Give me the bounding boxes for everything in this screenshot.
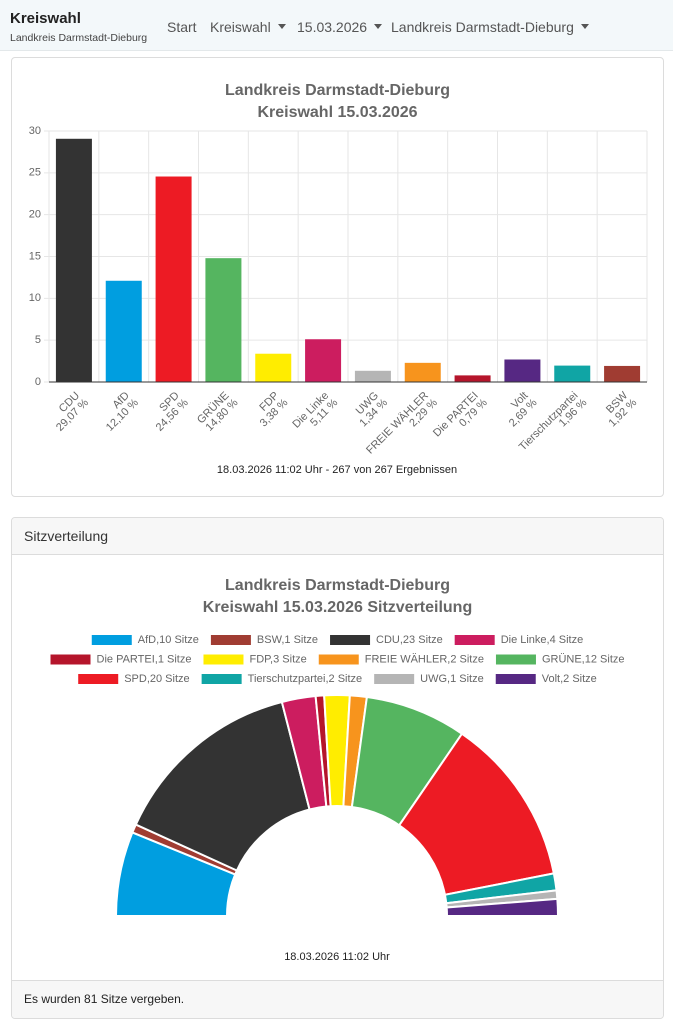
bar bbox=[105, 280, 142, 382]
chart-caption: 18.03.2026 11:02 Uhr - 267 von 267 Ergeb… bbox=[217, 464, 457, 476]
seat-card: Sitzverteilung Landkreis Darmstadt-Diebu… bbox=[11, 517, 664, 1019]
y-tick-label: 0 bbox=[35, 376, 41, 388]
legend-swatch bbox=[374, 674, 415, 684]
legend-label: FDP,3 Sitze bbox=[249, 653, 306, 665]
chart-caption: 18.03.2026 11:02 Uhr bbox=[284, 951, 390, 963]
bar bbox=[604, 365, 641, 382]
legend-swatch bbox=[201, 674, 242, 684]
seat-chart: Landkreis Darmstadt-Dieburg Kreiswahl 15.… bbox=[50, 577, 625, 963]
legend-label: FREIE WÄHLER,2 Sitze bbox=[365, 653, 484, 665]
brand[interactable]: Kreiswahl bbox=[10, 10, 81, 27]
legend-label: Volt,2 Sitze bbox=[542, 673, 597, 685]
legend-item: Tierschutzpartei,2 Sitze bbox=[201, 673, 363, 685]
bar bbox=[55, 138, 92, 382]
legend-label: AfD,10 Sitze bbox=[138, 634, 199, 646]
legend-swatch bbox=[50, 654, 91, 665]
nav-dropdown[interactable]: Kreiswahl bbox=[210, 19, 286, 35]
legend-label: CDU,23 Sitze bbox=[376, 634, 443, 646]
y-tick-label: 20 bbox=[29, 209, 41, 221]
legend-item: GRÜNE,12 Sitze bbox=[495, 653, 625, 665]
legend-swatch bbox=[78, 674, 119, 684]
bar-chart: Landkreis Darmstadt-Dieburg Kreiswahl 15.… bbox=[29, 82, 648, 476]
legend-label: SPD,20 Sitze bbox=[124, 673, 189, 685]
legend-swatch bbox=[330, 635, 371, 645]
legend-label: Die Linke,4 Sitze bbox=[501, 634, 584, 646]
chart-title: Kreiswahl 15.03.2026 bbox=[257, 104, 417, 121]
brand-sub: Landkreis Darmstadt-Dieburg bbox=[10, 32, 148, 44]
y-tick-label: 30 bbox=[29, 125, 41, 137]
navbar: Kreiswahl Landkreis Darmstadt-Dieburg St… bbox=[0, 0, 673, 51]
legend-item: AfD,10 Sitze bbox=[91, 634, 199, 646]
y-tick-label: 25 bbox=[29, 167, 41, 179]
legend-swatch bbox=[495, 674, 536, 684]
bar bbox=[454, 375, 491, 382]
legend-swatch bbox=[91, 635, 132, 645]
bar-card: Landkreis Darmstadt-Dieburg Kreiswahl 15.… bbox=[11, 57, 664, 497]
legend-label: Die PARTEI,1 Sitze bbox=[97, 653, 192, 665]
bar bbox=[504, 359, 541, 382]
card-footer: Es wurden 81 Sitze vergeben. bbox=[12, 980, 663, 1018]
y-tick-label: 5 bbox=[35, 334, 41, 346]
bar bbox=[554, 365, 591, 382]
y-tick-label: 10 bbox=[29, 292, 41, 304]
nav-link[interactable]: Start bbox=[167, 19, 197, 35]
slice bbox=[445, 897, 560, 917]
bar bbox=[255, 353, 292, 382]
legend-item: CDU,23 Sitze bbox=[330, 634, 443, 646]
legend-swatch bbox=[495, 654, 536, 665]
legend-label: BSW,1 Sitze bbox=[257, 634, 318, 646]
nav-dropdown[interactable]: 15.03.2026 bbox=[297, 19, 382, 35]
chart-title: Kreiswahl 15.03.2026 Sitzverteilung bbox=[203, 599, 472, 616]
bar bbox=[404, 362, 441, 382]
legend-item: Die Linke,4 Sitze bbox=[454, 634, 584, 646]
bar bbox=[205, 258, 242, 382]
nav-dropdown[interactable]: Landkreis Darmstadt-Dieburg bbox=[391, 19, 589, 35]
bar bbox=[305, 339, 342, 382]
legend-swatch bbox=[318, 654, 359, 665]
legend-item: FDP,3 Sitze bbox=[203, 653, 307, 665]
chart-title: Landkreis Darmstadt-Dieburg bbox=[225, 82, 450, 99]
legend-item: UWG,1 Sitze bbox=[374, 673, 484, 685]
legend-swatch bbox=[210, 635, 251, 645]
legend-item: FREIE WÄHLER,2 Sitze bbox=[318, 653, 484, 665]
legend-swatch bbox=[203, 654, 244, 665]
legend-label: GRÜNE,12 Sitze bbox=[542, 653, 625, 665]
legend-item: BSW,1 Sitze bbox=[210, 634, 318, 646]
legend-swatch bbox=[454, 635, 495, 645]
y-tick-label: 15 bbox=[29, 250, 41, 262]
legend-label: UWG,1 Sitze bbox=[420, 673, 484, 685]
legend-item: SPD,20 Sitze bbox=[78, 673, 190, 685]
legend-item: Die PARTEI,1 Sitze bbox=[50, 653, 192, 665]
legend-label: Tierschutzpartei,2 Sitze bbox=[248, 673, 363, 685]
legend-item: Volt,2 Sitze bbox=[495, 673, 597, 685]
chart-title: Landkreis Darmstadt-Dieburg bbox=[225, 577, 450, 594]
card-header: Sitzverteilung bbox=[12, 518, 663, 555]
bar bbox=[354, 370, 391, 382]
bar bbox=[155, 176, 192, 382]
